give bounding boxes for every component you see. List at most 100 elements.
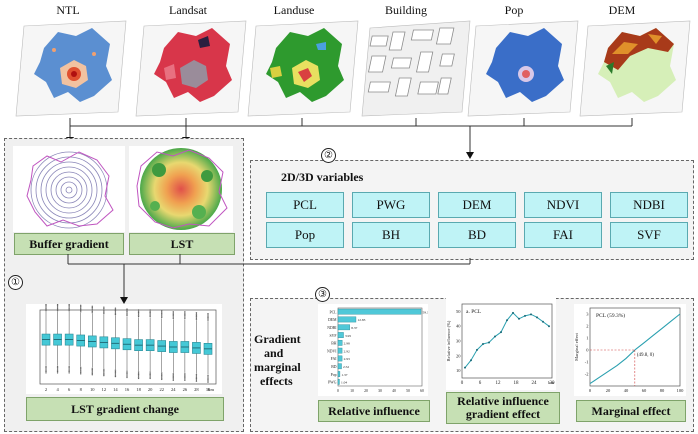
boxplot-outlier bbox=[91, 371, 93, 373]
boxplot-outlier bbox=[114, 311, 117, 313]
boxplot-outlier bbox=[149, 309, 151, 311]
boxplot-outlier bbox=[45, 304, 47, 306]
boxplot-outlier bbox=[45, 307, 47, 310]
boxplot-outlier bbox=[149, 372, 151, 374]
rig-point bbox=[482, 342, 484, 345]
boxplot-outlier bbox=[126, 371, 128, 374]
boxplot-outlier bbox=[68, 370, 70, 373]
me-y-tick: 1 bbox=[586, 336, 588, 341]
boxplot-outlier bbox=[161, 310, 163, 312]
side-label-line-4: effects bbox=[260, 374, 293, 388]
layer-building-title: Building bbox=[384, 3, 427, 17]
variable-ndvi: NDVI bbox=[524, 192, 602, 218]
boxplot-outlier bbox=[149, 373, 151, 376]
boxplot-outlier bbox=[114, 370, 117, 373]
lst-image bbox=[129, 146, 233, 232]
me-y-label: Marginal effect bbox=[574, 332, 579, 360]
boxplot-outlier bbox=[103, 368, 105, 370]
ri-category-label: FAI bbox=[331, 357, 338, 361]
layer-dem-title: DEM bbox=[608, 3, 636, 17]
boxplot-outlier bbox=[161, 312, 163, 315]
boxplot-outlier bbox=[68, 367, 70, 369]
section-1-number: ① bbox=[8, 275, 23, 290]
boxplot-outlier bbox=[45, 310, 47, 312]
boxplot-outlier bbox=[80, 367, 82, 370]
boxplot-outlier bbox=[80, 305, 82, 308]
boxplot-outlier bbox=[91, 372, 93, 375]
boxplot-outlier bbox=[68, 369, 70, 372]
ri-frame bbox=[337, 307, 423, 387]
boxplot-outlier bbox=[172, 312, 174, 314]
rig-x-label: km bbox=[548, 380, 554, 385]
boxplot-outlier bbox=[56, 369, 59, 372]
variable-fai: FAI bbox=[524, 222, 602, 248]
boxplot-outlier bbox=[114, 313, 117, 316]
variable-svf: SVF bbox=[610, 222, 688, 248]
boxplot-outlier bbox=[161, 314, 163, 316]
rig-x-tick: 12 bbox=[496, 381, 502, 386]
boxplot-outlier bbox=[137, 315, 140, 318]
boxplot-outlier bbox=[184, 315, 186, 317]
boxplot-outlier bbox=[172, 311, 174, 313]
layer-pop-title: Pop bbox=[504, 3, 524, 17]
boxplot-outlier bbox=[80, 304, 82, 307]
boxplot-outlier bbox=[184, 312, 186, 314]
boxplot-outlier bbox=[172, 378, 174, 380]
ri-bar bbox=[337, 340, 343, 346]
boxplot-outlier bbox=[68, 306, 70, 308]
rig-point bbox=[500, 331, 502, 334]
boxplot-outlier bbox=[126, 374, 128, 376]
rig-point bbox=[542, 320, 544, 323]
rig-point bbox=[476, 348, 478, 351]
boxplot-outlier bbox=[137, 375, 140, 377]
boxplot-outlier bbox=[161, 377, 163, 379]
boxplot-x-tick: 24 bbox=[171, 387, 176, 392]
ri-category-label: PWG bbox=[328, 381, 337, 385]
boxplot-x-tick: 10 bbox=[90, 387, 95, 392]
boxplot-outlier bbox=[207, 381, 209, 383]
boxplot-outlier bbox=[195, 374, 198, 376]
ri-value-label: 3.95 bbox=[345, 334, 351, 338]
boxplot-outlier bbox=[161, 374, 163, 377]
boxplot-outlier bbox=[149, 311, 151, 314]
boxplot-outlier bbox=[56, 368, 59, 370]
boxplot-outlier bbox=[56, 372, 59, 374]
boxplot-outlier bbox=[91, 368, 93, 371]
ri-value-label: 2.92 bbox=[344, 349, 350, 353]
layer-landsat-title: Landsat bbox=[169, 3, 207, 17]
boxplot-outlier bbox=[172, 315, 174, 317]
ri-category-label: BD bbox=[331, 365, 337, 369]
boxplot-x-label: km bbox=[208, 387, 214, 392]
boxplot-outlier bbox=[80, 373, 82, 375]
boxplot-outlier bbox=[207, 380, 209, 382]
boxplot-outlier bbox=[56, 365, 59, 368]
boxplot-x-tick: 18 bbox=[136, 387, 141, 392]
boxplot-outlier bbox=[45, 369, 47, 372]
boxplot-outlier bbox=[184, 316, 186, 318]
boxplot-outlier bbox=[114, 369, 117, 371]
ri-x-tick: 30 bbox=[378, 389, 382, 393]
me-x-tick: 40 bbox=[624, 388, 629, 393]
boxplot-outlier bbox=[56, 370, 59, 373]
boxplot-outlier bbox=[195, 313, 198, 315]
variable-bh: BH bbox=[352, 222, 430, 248]
boxplot-outlier bbox=[114, 312, 117, 315]
boxplot-outlier bbox=[126, 314, 128, 317]
ri-bar bbox=[337, 363, 342, 370]
boxplot-outlier bbox=[80, 309, 82, 312]
section-3-number: ③ bbox=[315, 287, 330, 302]
boxplot-outlier bbox=[126, 313, 128, 315]
boxplot-outlier bbox=[172, 313, 174, 316]
rig-point bbox=[464, 366, 466, 369]
variable-pwg: PWG bbox=[352, 192, 430, 218]
side-label-line-1: Gradient bbox=[254, 332, 301, 346]
boxplot-outlier bbox=[149, 377, 151, 380]
rig-title: a. PCL bbox=[466, 309, 482, 315]
boxplot-outlier bbox=[207, 376, 209, 378]
rig-frame bbox=[461, 303, 553, 379]
rig-point bbox=[530, 313, 532, 316]
ri-x-tick: 0 bbox=[337, 389, 339, 393]
boxplot-outlier bbox=[184, 378, 186, 380]
boxplot-outlier bbox=[126, 309, 128, 312]
boxplot-outlier bbox=[207, 319, 209, 321]
